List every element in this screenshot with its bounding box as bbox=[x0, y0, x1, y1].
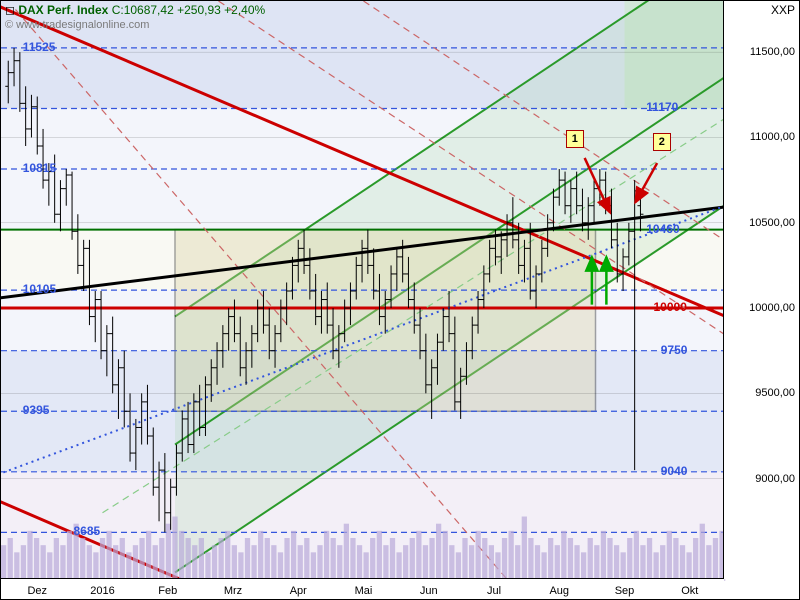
change-abs: +250,93 bbox=[177, 3, 221, 17]
y-tick-label: 11000,00 bbox=[750, 131, 795, 143]
x-tick-label: Mai bbox=[355, 585, 373, 597]
x-tick-label: Sep bbox=[615, 585, 635, 597]
chart-container: ◻ DAX Perf. Index C:10687,42 +250,93 +2,… bbox=[0, 0, 800, 600]
change-pct: +2,40% bbox=[224, 3, 265, 17]
y-tick-label: 11500,00 bbox=[750, 46, 795, 58]
x-axis: Dez 2016 Feb Mrz Apr Mai Jun Jul Aug Sep Okt bbox=[1, 578, 724, 599]
y-tick-label: 10000,00 bbox=[749, 302, 795, 314]
x-tick-label: Feb bbox=[158, 585, 177, 597]
chart-title: ◻ DAX Perf. Index C:10687,42 +250,93 +2,… bbox=[5, 3, 265, 17]
price-level-label: 9395 bbox=[23, 403, 50, 417]
x-tick-label: 2016 bbox=[90, 585, 114, 597]
wave-marker: 2 bbox=[653, 133, 671, 151]
copyright: © www.tradesignalonline.com bbox=[5, 19, 149, 31]
price-level-label: 11170 bbox=[646, 100, 678, 114]
y-tick-label: 9500,00 bbox=[755, 387, 795, 399]
price-level-label: 10000 bbox=[654, 300, 687, 314]
y-tick-label: 9000,00 bbox=[755, 473, 795, 485]
x-tick-label: Jul bbox=[487, 585, 501, 597]
wave-marker: 1 bbox=[566, 130, 584, 148]
x-tick-label: Aug bbox=[549, 585, 569, 597]
exchange-label: XXP bbox=[771, 3, 795, 17]
y-axis: 11500,00 11000,00 10500,00 10000,00 9500,00 9… bbox=[723, 1, 799, 579]
close-label: C: bbox=[112, 3, 124, 17]
price-level-label: 8685 bbox=[74, 524, 101, 538]
price-level-label: 10105 bbox=[23, 282, 56, 296]
x-tick-label: Apr bbox=[290, 585, 307, 597]
symbol-name: DAX Perf. Index bbox=[18, 3, 108, 17]
price-level-label: 10815 bbox=[23, 161, 56, 175]
y-tick-label: 10500,00 bbox=[749, 217, 795, 229]
x-tick-label: Okt bbox=[681, 585, 698, 597]
price-level-label: 10460 bbox=[646, 222, 679, 236]
price-level-label: 9750 bbox=[661, 343, 688, 357]
x-tick-label: Mrz bbox=[224, 585, 242, 597]
title-glyph: ◻ bbox=[5, 3, 15, 17]
x-tick-label: Dez bbox=[27, 585, 47, 597]
close-value: 10687,42 bbox=[124, 3, 174, 17]
price-level-label: 9040 bbox=[661, 464, 688, 478]
price-level-label: 11525 bbox=[23, 40, 56, 54]
x-tick-label: Jun bbox=[420, 585, 438, 597]
